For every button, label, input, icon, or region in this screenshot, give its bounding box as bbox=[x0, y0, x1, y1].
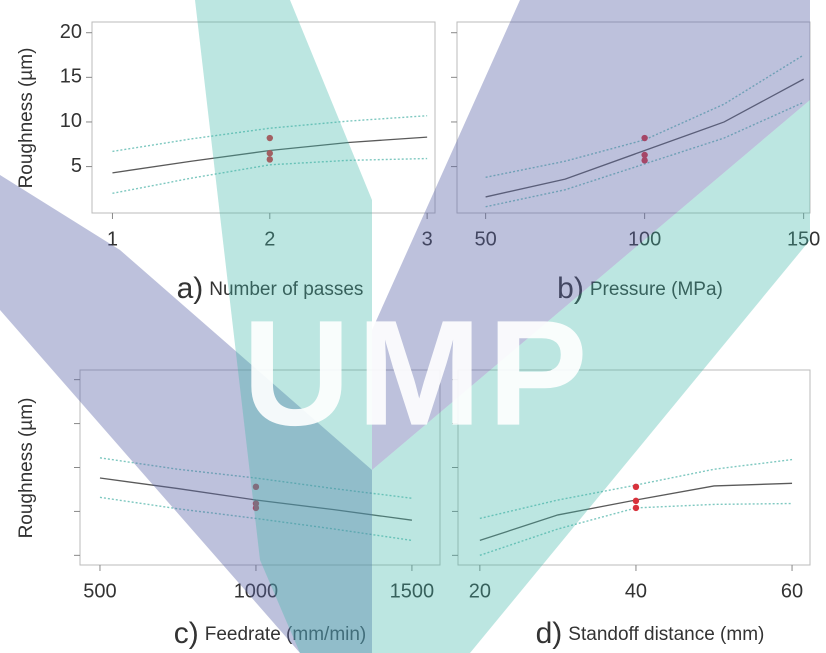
x-tick-label: 1 bbox=[107, 228, 118, 250]
plot-frame bbox=[91, 21, 436, 214]
y-axis-label: Roughness (µm) bbox=[16, 48, 37, 189]
x-tick-label: 150 bbox=[787, 228, 820, 250]
data-point bbox=[641, 157, 648, 164]
x-tick-label: 20 bbox=[469, 580, 491, 602]
data-point bbox=[252, 483, 260, 491]
series-line bbox=[99, 477, 413, 521]
x-axis-label: Feedrate (mm/min) bbox=[205, 624, 367, 645]
series-line bbox=[112, 157, 428, 195]
data-point bbox=[641, 134, 648, 142]
panel-letter: b) bbox=[557, 272, 584, 305]
x-axis-label: Number of passes bbox=[209, 279, 363, 300]
data-point bbox=[632, 504, 640, 512]
y-axis-label: Roughness (µm) bbox=[16, 398, 37, 539]
panel-letter: c) bbox=[174, 617, 199, 650]
data-point bbox=[252, 500, 260, 507]
panel-caption: b) Pressure (MPa) bbox=[557, 272, 723, 305]
x-axis-label: Pressure (MPa) bbox=[590, 279, 723, 300]
plot-frame bbox=[79, 369, 441, 566]
series-line bbox=[99, 496, 413, 542]
panel-caption: a) Number of passes bbox=[177, 272, 364, 305]
series-line bbox=[485, 78, 804, 198]
plot-frame bbox=[456, 21, 811, 214]
panel-caption: d) Standoff distance (mm) bbox=[536, 617, 765, 650]
plots: 1 2 3 5 10 15 20 a) Number of passes Roughness (µ… bbox=[16, 21, 820, 650]
x-tick-label: 1500 bbox=[390, 580, 435, 602]
series-line bbox=[112, 115, 428, 153]
y-tick-label: 15 bbox=[60, 66, 82, 88]
series-line bbox=[485, 101, 804, 208]
series-line bbox=[99, 457, 413, 499]
panel: 20 40 60 d) Standoff distance (mm) bbox=[452, 369, 811, 650]
x-tick-label: 100 bbox=[628, 228, 661, 250]
plot-frame bbox=[457, 369, 811, 566]
panel-letter: d) bbox=[536, 617, 563, 650]
y-tick-label: 5 bbox=[71, 155, 82, 177]
data-point bbox=[266, 150, 273, 157]
x-tick-label: 3 bbox=[422, 228, 433, 250]
x-axis-label: Standoff distance (mm) bbox=[568, 624, 764, 645]
data-point bbox=[632, 483, 640, 491]
series-line bbox=[479, 458, 793, 520]
panel-letter: a) bbox=[177, 272, 204, 305]
series-line bbox=[485, 54, 805, 178]
data-point bbox=[252, 504, 260, 512]
y-tick-label: 20 bbox=[60, 21, 82, 43]
x-tick-label: 40 bbox=[625, 580, 647, 602]
x-tick-label: 1000 bbox=[234, 580, 279, 602]
x-tick-label: 500 bbox=[83, 580, 116, 602]
data-point bbox=[266, 156, 273, 163]
panel: 1 2 3 5 10 15 20 a) Number of passes Roughness (µ… bbox=[16, 21, 436, 305]
x-tick-label: 60 bbox=[781, 580, 803, 602]
data-point bbox=[632, 497, 640, 505]
x-tick-label: 2 bbox=[264, 228, 275, 250]
panel: 500 1000 1500 c) Feedrate (mm/min) Roughness … bbox=[16, 369, 441, 650]
panel-caption: c) Feedrate (mm/min) bbox=[174, 617, 367, 650]
data-point bbox=[266, 134, 273, 142]
y-tick-label: 10 bbox=[60, 110, 82, 132]
data-point bbox=[641, 151, 648, 159]
panel: 50 100 150 b) Pressure (MPa) bbox=[451, 21, 820, 305]
x-tick-label: 50 bbox=[474, 228, 496, 250]
